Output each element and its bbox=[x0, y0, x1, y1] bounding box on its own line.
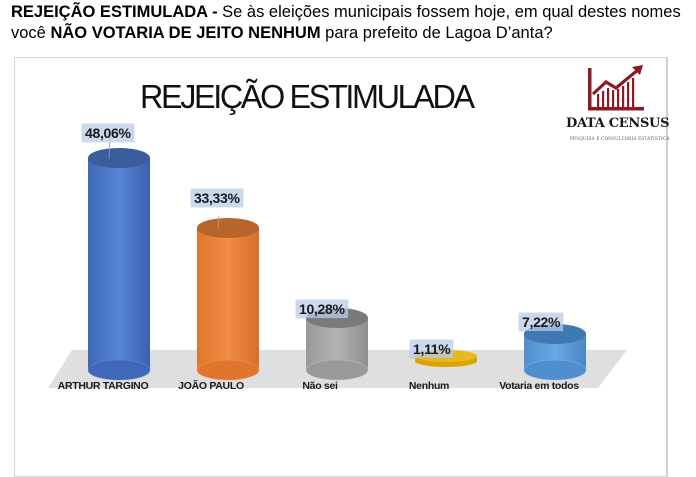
value-label-arthur-targino: 48,06% bbox=[82, 124, 134, 142]
question-text-1: Se às eleições municipais fossem hoje, e… bbox=[11, 3, 681, 42]
question-heading: REJEIÇÃO ESTIMULADA - Se às eleições mun… bbox=[11, 2, 691, 44]
category-label-joao-paulo: JOÃO PAULO bbox=[178, 380, 244, 392]
value-label-votaria-em-todos: 7,22% bbox=[519, 313, 564, 331]
bar-joao-paulo bbox=[196, 215, 260, 381]
question-bold-lead: REJEIÇÃO ESTIMULADA - bbox=[11, 3, 223, 21]
category-label-votaria-em-todos: Votaria em todos bbox=[499, 380, 579, 392]
question-text-2: para prefeito de Lagoa D’anta? bbox=[320, 24, 553, 42]
bar-votaria-em-todos bbox=[523, 324, 587, 381]
question-bold-mid: NÃO VOTARIA DE JEITO NENHUM bbox=[50, 24, 321, 42]
value-label-nenhum: 1,11% bbox=[410, 340, 454, 358]
logo-brand-text: DATA CENSUS bbox=[566, 116, 670, 131]
chart-title: REJEIÇÃO ESTIMULADA bbox=[140, 78, 475, 115]
category-label-arthur-targino: ARTHUR TARGINO bbox=[57, 380, 149, 392]
value-label-nao-sei: 10,28% bbox=[296, 300, 348, 318]
category-label-nenhum: Nenhum bbox=[408, 380, 450, 392]
value-label-joao-paulo: 33,33% bbox=[191, 189, 243, 207]
growth-chart-icon bbox=[588, 65, 644, 111]
bar-nao-sei bbox=[305, 308, 369, 381]
bar-arthur-targino bbox=[87, 135, 151, 381]
data-census-logo: DATA CENSUS PESQUISA E CONSULTORIA ESTAT… bbox=[566, 64, 684, 141]
logo-tagline: PESQUISA E CONSULTORIA ESTATÍSTICA bbox=[570, 136, 670, 141]
category-label-nao-sei: Não sei bbox=[302, 380, 338, 392]
